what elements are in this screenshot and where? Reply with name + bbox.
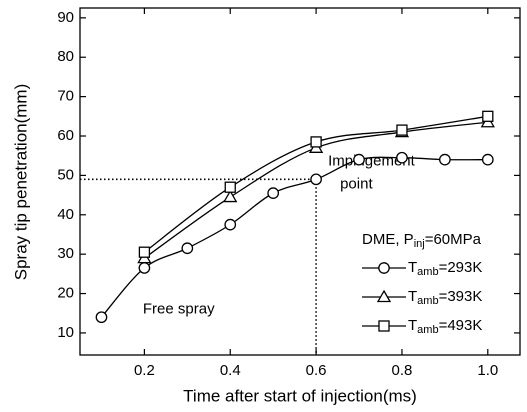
guide-line	[80, 178, 317, 355]
legend-label-part: =493K	[439, 317, 483, 334]
marker	[224, 218, 237, 231]
y-tick-label: 30	[57, 245, 74, 262]
annotation: Free spray	[143, 300, 215, 317]
legend-marker	[378, 262, 390, 274]
marker	[481, 153, 494, 166]
series-line	[100, 156, 488, 318]
legend-label-part: T	[408, 317, 417, 334]
y-tick-label: 70	[57, 88, 74, 105]
x-tick-label: 0.8	[392, 362, 413, 379]
x-tick-label: 1.0	[477, 362, 498, 379]
marker	[138, 246, 151, 258]
legend-label: Tamb=393K	[408, 288, 482, 307]
y-tick-label: 10	[57, 324, 74, 341]
y-tick-label: 80	[57, 48, 74, 65]
legend-label-part: =293K	[439, 259, 483, 276]
y-tick-label: 40	[57, 206, 74, 223]
legend-label: Tamb=493K	[408, 317, 482, 336]
x-tick-label: 0.2	[134, 362, 155, 379]
legend-label-part: amb	[417, 324, 438, 336]
marker	[310, 136, 322, 148]
legend-label-part: amb	[417, 266, 438, 278]
marker	[482, 110, 494, 122]
marker	[224, 181, 236, 193]
legend-label: Tamb=293K	[408, 259, 482, 278]
marker	[95, 311, 108, 324]
marker	[310, 173, 322, 186]
legend-marker	[376, 289, 392, 303]
marker	[353, 153, 365, 166]
plot-frame	[79, 7, 521, 356]
legend-title: DME, Pinj=60MPa	[362, 231, 482, 250]
y-tick-label: 90	[57, 9, 74, 26]
y-tick-label: 60	[57, 127, 74, 144]
marker	[181, 242, 194, 255]
legend-title-part: inj	[414, 238, 425, 250]
legend-label-part: T	[408, 259, 417, 276]
marker	[138, 262, 151, 274]
marker	[223, 189, 238, 203]
legend-marker	[378, 320, 390, 332]
y-tick-label: 20	[57, 285, 74, 302]
marker	[396, 124, 408, 136]
marker	[396, 151, 408, 164]
y-tick-label: 50	[57, 166, 74, 183]
x-tick-label: 0.6	[306, 362, 327, 379]
x-tick-label: 0.4	[220, 362, 241, 379]
x-axis-title: Time after start of injection(ms)	[183, 386, 417, 405]
annotation: point	[340, 175, 373, 192]
legend-title-part: =60MPa	[425, 231, 482, 248]
y-axis-title: Spray tip penetration(mm)	[11, 84, 30, 281]
legend-label-part: amb	[417, 295, 438, 307]
legend-label-part: =393K	[439, 288, 483, 305]
marker	[439, 153, 451, 166]
legend-title-part: DME, P	[362, 231, 414, 248]
annotation: Impingement	[328, 152, 416, 169]
legend-label-part: T	[408, 288, 417, 305]
marker	[267, 187, 280, 199]
